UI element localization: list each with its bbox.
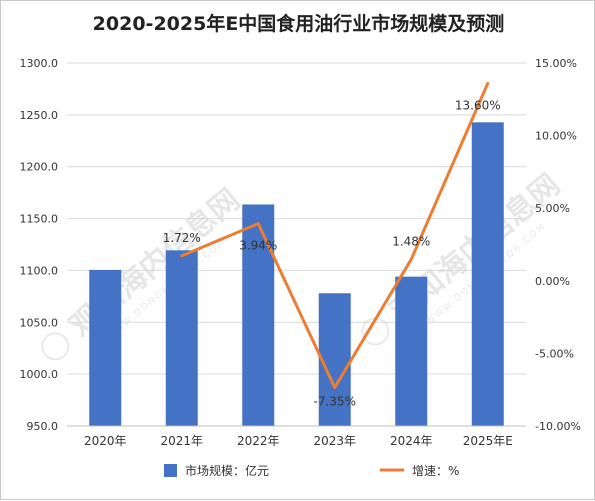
left-tick-label: 950.0 bbox=[27, 420, 59, 433]
growth-line bbox=[180, 81, 490, 390]
legend-bar-label: 市场规模：亿元 bbox=[185, 463, 269, 478]
category-label: 2024年 bbox=[390, 434, 433, 448]
category-label: 2025年E bbox=[463, 434, 513, 448]
left-tick-label: 1100.0 bbox=[20, 264, 59, 277]
left-tick-label: 1050.0 bbox=[20, 316, 59, 329]
left-tick-label: 1000.0 bbox=[20, 368, 59, 381]
watermark: 观知海内信息网WWW.DONGFANGQB.COM bbox=[361, 167, 567, 346]
watermark-logo-icon bbox=[361, 317, 390, 346]
watermark: 观知海内信息网WWW.DONGFANGQB.COM bbox=[41, 182, 247, 361]
legend-bar-swatch bbox=[164, 464, 177, 477]
category-label: 2022年 bbox=[237, 434, 280, 448]
left-tick-label: 1150.0 bbox=[20, 213, 59, 226]
line-value-label: 13.60% bbox=[455, 98, 501, 112]
legend: 市场规模：亿元 增速：% bbox=[164, 463, 459, 478]
data-labels: 1100.51119.41163.61078.01094.01242.81.72… bbox=[163, 98, 501, 409]
line-series bbox=[180, 81, 490, 390]
right-tick-label: 5.00% bbox=[535, 202, 570, 215]
right-tick-label: 15.00% bbox=[535, 57, 577, 70]
line-value-label: -7.35% bbox=[314, 395, 356, 409]
line-value-label: 1.72% bbox=[163, 231, 201, 245]
watermark-logo-icon bbox=[41, 332, 70, 361]
right-tick-label: 10.00% bbox=[535, 130, 577, 143]
chart-title: 2020-2025年E中国食用油行业市场规模及预测 bbox=[92, 13, 505, 35]
bar bbox=[165, 250, 198, 426]
bar bbox=[242, 204, 275, 426]
right-tick-label: -5.00% bbox=[535, 347, 574, 360]
bar bbox=[395, 276, 428, 426]
axes: 950.0 1000.0 1050.0 1100.0 1150.0 1200.0 1250.… bbox=[20, 57, 581, 448]
legend-line-label: 增速：% bbox=[412, 464, 459, 478]
right-tick-label: -10.00% bbox=[535, 420, 581, 433]
category-label: 2020年 bbox=[84, 434, 127, 448]
grid-lines bbox=[67, 62, 526, 375]
category-label: 2021年 bbox=[160, 434, 203, 448]
bar bbox=[89, 269, 122, 426]
left-tick-label: 1200.0 bbox=[20, 161, 59, 174]
line-value-label: 3.94% bbox=[239, 239, 277, 253]
left-tick-label: 1250.0 bbox=[20, 109, 59, 122]
left-tick-label: 1300.0 bbox=[20, 57, 59, 70]
right-tick-label: 0.00% bbox=[535, 275, 570, 288]
category-label: 2023年 bbox=[313, 434, 356, 448]
bar bbox=[318, 293, 351, 426]
bar-series bbox=[89, 122, 504, 426]
bar bbox=[471, 122, 504, 426]
line-value-label: 1.48% bbox=[392, 234, 430, 248]
